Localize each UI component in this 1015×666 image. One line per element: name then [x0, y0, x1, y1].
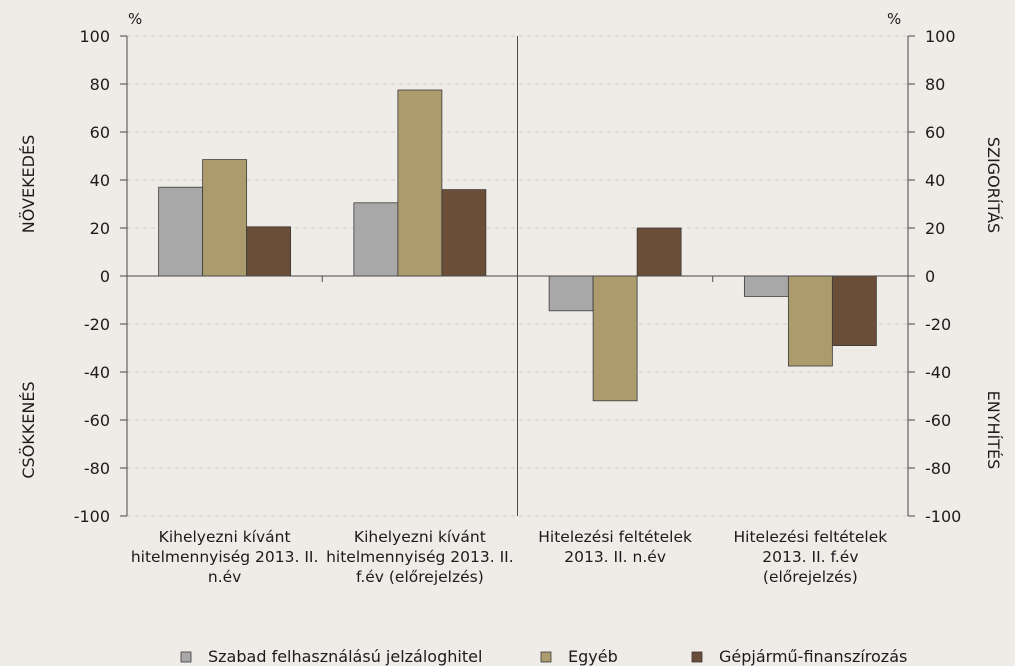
- left-axis-label-decrease: CSÖKKENÉS: [19, 381, 38, 478]
- left-axis-label-increase: NÖVEKEDÉS: [19, 135, 38, 234]
- right-tick-label: 100: [925, 27, 956, 46]
- right-tick-label: 60: [925, 123, 945, 142]
- legend-item: Szabad felhasználású jelzáloghitel: [180, 647, 482, 666]
- category-label-line: Hitelezési feltételek: [734, 528, 888, 546]
- category-label-line: n.év: [208, 568, 241, 586]
- right-tick-label: 40: [925, 171, 945, 190]
- left-tick-label: 80: [90, 75, 110, 94]
- legend-swatch: [540, 651, 552, 663]
- right-tick-label: 80: [925, 75, 945, 94]
- right-tick-labels: 100 80 60 40 20 0 -20 -40 -60 -80 -100: [925, 27, 961, 526]
- category-labels: Kihelyezni kívánt hitelmennyiség 2013. II…: [131, 528, 887, 586]
- right-tick-label: -80: [925, 459, 951, 478]
- category-label-line: hitelmennyiség 2013. II.: [326, 548, 514, 566]
- left-tick-label: -100: [74, 507, 110, 526]
- right-tick-label: -20: [925, 315, 951, 334]
- category-label: Hitelezési feltételek 2013. II. n.év: [538, 528, 692, 566]
- legend-label: Egyéb: [568, 647, 618, 666]
- bar-series-1-category-2: [592, 275, 638, 402]
- category-label-line: Kihelyezni kívánt: [159, 528, 291, 546]
- left-tick-label: 0: [100, 267, 110, 286]
- right-axis-label-tighten: SZIGORÍTÁS: [984, 137, 1003, 233]
- right-axis-label-ease: ENYHÍTÉS: [984, 391, 1003, 470]
- legend-swatch: [180, 651, 192, 663]
- right-tick-label: -60: [925, 411, 951, 430]
- right-axis-unit: %: [887, 10, 901, 28]
- category-label-line: f.év (előrejelzés): [356, 568, 484, 586]
- left-axis-unit: %: [128, 10, 142, 28]
- right-tick-label: -40: [925, 363, 951, 382]
- left-tick-label: 40: [90, 171, 110, 190]
- bar-series-0-category-2: [548, 275, 594, 312]
- category-label-line: (előrejelzés): [763, 568, 858, 586]
- left-tick-label: -40: [84, 363, 110, 382]
- legend: Szabad felhasználású jelzáloghitel Egyéb G…: [180, 647, 907, 666]
- legend-item: Egyéb: [540, 647, 618, 666]
- left-tick-label: -20: [84, 315, 110, 334]
- category-label-line: 2013. II. n.év: [564, 548, 666, 566]
- bar-series-1-category-3: [787, 275, 833, 367]
- left-tick-label: 100: [79, 27, 110, 46]
- bar-series-2-category-0: [246, 226, 292, 277]
- category-label-line: Hitelezési feltételek: [538, 528, 692, 546]
- gridlines: [127, 35, 908, 517]
- right-tick-label: 20: [925, 219, 945, 238]
- left-tick-label: 60: [90, 123, 110, 142]
- bar-series-2-category-3: [831, 275, 877, 346]
- category-label: Kihelyezni kívánt hitelmennyiség 2013. II…: [326, 528, 514, 586]
- right-tick-label: -100: [925, 507, 961, 526]
- bar-series-2-category-1: [441, 189, 487, 277]
- bar-series-0-category-1: [353, 202, 399, 277]
- left-tick-label: -60: [84, 411, 110, 430]
- bar-series-1-category-1: [397, 89, 443, 277]
- legend-label: Szabad felhasználású jelzáloghitel: [208, 647, 482, 666]
- legend-item: Gépjármű-finanszírozás: [691, 647, 907, 666]
- bar-series-0-category-0: [158, 186, 204, 277]
- bar-series-1-category-0: [202, 159, 248, 277]
- bar-series-0-category-3: [743, 275, 789, 297]
- category-label-line: hitelmennyiség 2013. II.: [131, 548, 319, 566]
- bars: [158, 89, 877, 402]
- category-label-line: Kihelyezni kívánt: [354, 528, 486, 546]
- right-tick-label: 0: [925, 267, 935, 286]
- left-tick-label: 20: [90, 219, 110, 238]
- legend-swatch: [691, 651, 703, 663]
- category-label: Hitelezési feltételek 2013. II. f.év (előr…: [734, 528, 888, 586]
- axes: [120, 35, 915, 517]
- left-tick-label: -80: [84, 459, 110, 478]
- left-tick-labels: 100 80 60 40 20 0 -20 -40 -60 -80 -100: [74, 27, 110, 526]
- category-label: Kihelyezni kívánt hitelmennyiség 2013. II…: [131, 528, 319, 586]
- bar-series-2-category-2: [636, 227, 682, 277]
- category-label-line: 2013. II. f.év: [762, 548, 858, 566]
- legend-label: Gépjármű-finanszírozás: [719, 647, 907, 666]
